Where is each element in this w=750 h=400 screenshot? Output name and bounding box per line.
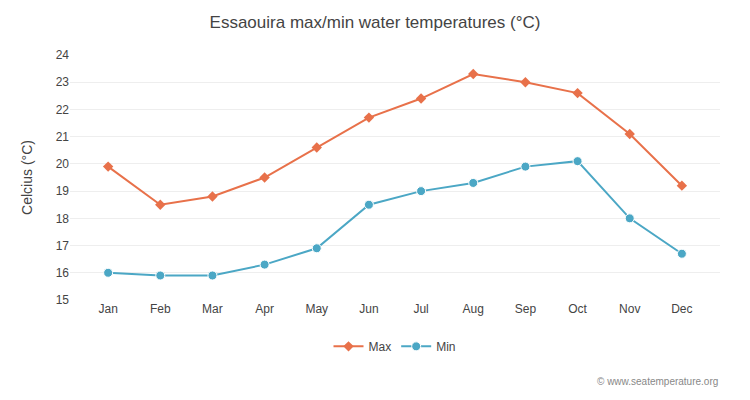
svg-text:16: 16 [56, 266, 70, 280]
svg-text:Min: Min [436, 340, 455, 354]
svg-text:15: 15 [56, 293, 70, 307]
svg-text:Oct: Oct [568, 302, 587, 316]
svg-text:Mar: Mar [202, 302, 223, 316]
svg-text:21: 21 [56, 130, 70, 144]
svg-text:May: May [305, 302, 328, 316]
svg-text:Max: Max [369, 340, 392, 354]
svg-text:Nov: Nov [619, 302, 640, 316]
svg-text:23: 23 [56, 75, 70, 89]
svg-text:Jun: Jun [359, 302, 378, 316]
svg-text:24: 24 [56, 48, 70, 62]
svg-text:Jan: Jan [98, 302, 117, 316]
svg-text:20: 20 [56, 157, 70, 171]
svg-text:© www.seatemperature.org: © www.seatemperature.org [597, 376, 718, 387]
svg-text:Aug: Aug [463, 302, 484, 316]
svg-text:Feb: Feb [150, 302, 171, 316]
svg-text:Sep: Sep [515, 302, 537, 316]
svg-text:17: 17 [56, 239, 70, 253]
svg-text:Celcius (°C): Celcius (°C) [19, 140, 35, 215]
svg-text:Apr: Apr [255, 302, 274, 316]
svg-text:Essaouira max/min water temper: Essaouira max/min water temperatures (°C… [210, 13, 541, 32]
svg-text:Dec: Dec [671, 302, 692, 316]
svg-text:22: 22 [56, 103, 70, 117]
svg-text:19: 19 [56, 184, 70, 198]
svg-text:Jul: Jul [413, 302, 428, 316]
svg-text:18: 18 [56, 212, 70, 226]
